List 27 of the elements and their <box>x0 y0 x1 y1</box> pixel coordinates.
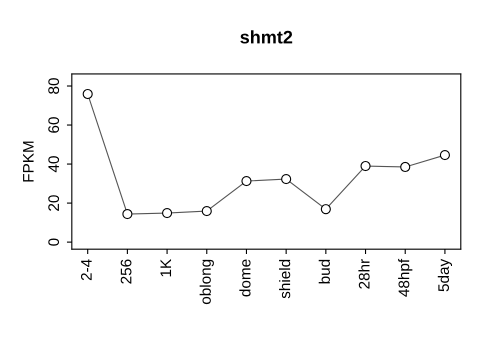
x-tick-label: 256 <box>120 260 132 284</box>
y-tick-label: 60 <box>48 117 60 133</box>
point <box>162 208 172 218</box>
chart-title: shmt2 <box>240 30 292 44</box>
point <box>360 160 371 172</box>
x-tick-label: 2-4 <box>80 259 92 280</box>
x-tick-label: dome <box>239 260 251 296</box>
y-tick-label: 20 <box>48 195 60 211</box>
x-tick-label: oblong <box>200 260 214 304</box>
x-tick-label: bud <box>318 260 330 284</box>
x-tick-label: 1K <box>160 259 172 276</box>
point <box>440 150 450 160</box>
y-tick-label: 0 <box>48 238 60 246</box>
point <box>320 204 331 214</box>
point <box>400 162 410 172</box>
point <box>122 208 132 220</box>
y-tick-label: 40 <box>48 156 60 172</box>
point <box>202 206 212 216</box>
x-tick-label: 48hpf <box>398 258 412 297</box>
y-tick-label: 80 <box>48 78 60 94</box>
y-axis-title: FPKM <box>23 142 34 182</box>
x-tick-label: 28hr <box>358 259 370 289</box>
x-tick-label: 5day <box>438 258 452 292</box>
point <box>241 176 252 186</box>
point <box>82 88 93 100</box>
x-tick-label: shield <box>279 260 290 298</box>
point <box>281 174 292 184</box>
